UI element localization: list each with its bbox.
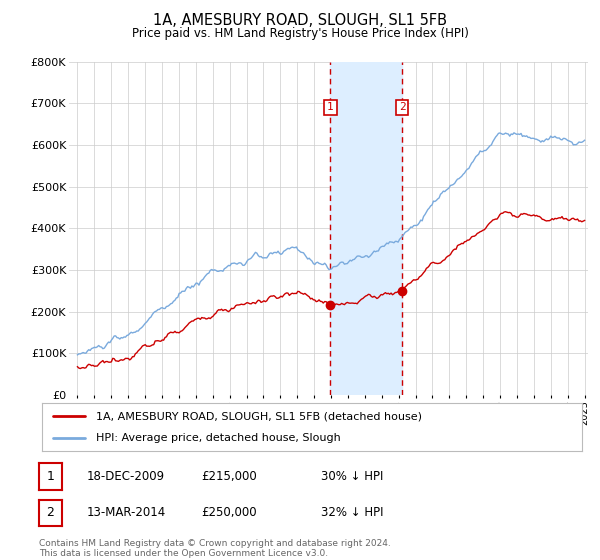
Text: HPI: Average price, detached house, Slough: HPI: Average price, detached house, Slou… [96,433,341,443]
Text: 2: 2 [398,102,406,113]
Text: This data is licensed under the Open Government Licence v3.0.: This data is licensed under the Open Gov… [39,549,328,558]
Text: £250,000: £250,000 [201,506,257,520]
Text: 32% ↓ HPI: 32% ↓ HPI [321,506,383,520]
Text: 2: 2 [46,506,55,520]
Text: 1: 1 [46,470,55,483]
Text: 1: 1 [327,102,334,113]
Text: £215,000: £215,000 [201,470,257,483]
Text: 18-DEC-2009: 18-DEC-2009 [87,470,165,483]
Text: 13-MAR-2014: 13-MAR-2014 [87,506,166,520]
Text: 1A, AMESBURY ROAD, SLOUGH, SL1 5FB (detached house): 1A, AMESBURY ROAD, SLOUGH, SL1 5FB (deta… [96,411,422,421]
Text: Contains HM Land Registry data © Crown copyright and database right 2024.: Contains HM Land Registry data © Crown c… [39,539,391,548]
Bar [331,62,402,395]
Text: 1A, AMESBURY ROAD, SLOUGH, SL1 5FB: 1A, AMESBURY ROAD, SLOUGH, SL1 5FB [153,13,447,28]
Text: Price paid vs. HM Land Registry's House Price Index (HPI): Price paid vs. HM Land Registry's House … [131,27,469,40]
Text: 30% ↓ HPI: 30% ↓ HPI [321,470,383,483]
